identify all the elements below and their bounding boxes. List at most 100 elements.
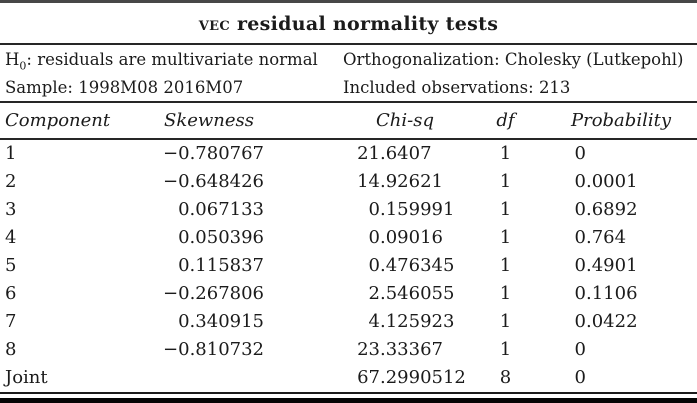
component-cell: 1 xyxy=(5,143,17,164)
table-row: 8 −0.810732 23.33367 1 0 xyxy=(0,336,697,364)
skewness-cell: −0.780767 xyxy=(163,143,264,164)
table-header-row: Component Skewness Chi-sq df Probability xyxy=(0,103,697,138)
top-rule xyxy=(0,0,697,3)
probability-cell-frac: .6892 xyxy=(586,199,638,220)
df-cell: 1 xyxy=(499,199,512,220)
bottom-thin-rule xyxy=(0,392,697,394)
chisq-cell-int: 4 xyxy=(368,311,380,332)
skewness-cell: 0.067133 xyxy=(178,199,264,220)
chisq-cell-frac: .2990512 xyxy=(380,367,466,388)
sample-line: Sample: 1998M08 2016M07 xyxy=(5,78,244,97)
probability-cell-int: 0 xyxy=(574,255,586,276)
component-cell: 6 xyxy=(5,283,17,304)
chisq-cell-frac: .92621 xyxy=(380,171,443,192)
df-cell: 1 xyxy=(499,143,512,164)
header-df: df xyxy=(496,110,515,131)
test-info-block: H0: residuals are multivariate normal Sa… xyxy=(0,45,697,101)
chisq-cell: 67.2990512 xyxy=(270,364,466,392)
chisq-cell-frac: .476345 xyxy=(380,255,455,276)
chisq-cell-int: 23 xyxy=(357,339,380,360)
chisq-cell: 21.6407 xyxy=(270,140,466,168)
df-cell: 1 xyxy=(499,339,512,360)
chisq-cell-frac: .33367 xyxy=(380,339,443,360)
probability-cell: 0.4901 xyxy=(545,252,697,280)
df-cell: 1 xyxy=(499,311,512,332)
probability-cell: 0.764 xyxy=(545,224,697,252)
chisq-cell-frac: .6407 xyxy=(380,143,432,164)
probability-cell: 0 xyxy=(545,336,697,364)
skewness-cell: −0.810732 xyxy=(163,339,264,360)
component-cell: 4 xyxy=(5,227,17,248)
table-row: 5 0.115837 0.476345 1 0.4901 xyxy=(0,252,697,280)
table-row: 3 0.067133 0.159991 1 0.6892 xyxy=(0,196,697,224)
header-component: Component xyxy=(5,110,111,131)
component-cell: 7 xyxy=(5,311,17,332)
component-cell: 5 xyxy=(5,255,17,276)
table-row: 6 −0.267806 2.546055 1 0.1106 xyxy=(0,280,697,308)
probability-cell-int: 0 xyxy=(574,339,586,360)
chisq-cell-int: 0 xyxy=(368,227,380,248)
chisq-cell-int: 0 xyxy=(368,199,380,220)
chisq-cell-int: 14 xyxy=(357,171,380,192)
chisq-cell-frac: .09016 xyxy=(380,227,443,248)
table-row: 7 0.340915 4.125923 1 0.0422 xyxy=(0,308,697,336)
chisq-cell: 14.92621 xyxy=(270,168,466,196)
probability-cell: 0.6892 xyxy=(545,196,697,224)
component-cell: 2 xyxy=(5,171,17,192)
h0-label: H xyxy=(5,50,20,69)
orthogonalization-line: Orthogonalization: Cholesky (Lutkepohl) xyxy=(343,50,684,69)
title-rule xyxy=(0,43,697,45)
header-probability: Probability xyxy=(570,110,671,131)
component-cell: Joint xyxy=(5,367,48,388)
bottom-thick-rule xyxy=(0,398,697,403)
component-cell: 8 xyxy=(5,339,17,360)
probability-cell-frac: .4901 xyxy=(586,255,638,276)
chisq-cell: 0.159991 xyxy=(270,196,466,224)
probability-cell-int: 0 xyxy=(574,227,586,248)
table-title: VEC residual normality tests xyxy=(0,3,697,43)
table-row: 1 −0.780767 21.6407 1 0 xyxy=(0,140,697,168)
chisq-cell: 23.33367 xyxy=(270,336,466,364)
table-row: 4 0.050396 0.09016 1 0.764 xyxy=(0,224,697,252)
header-chisq: Chi-sq xyxy=(376,110,434,131)
null-hypothesis-line: H0: residuals are multivariate normal xyxy=(0,45,343,73)
df-cell: 1 xyxy=(499,255,512,276)
probability-cell-int: 0 xyxy=(574,283,586,304)
title-text: residual normality tests xyxy=(230,13,499,35)
chisq-cell: 0.09016 xyxy=(270,224,466,252)
probability-cell: 0.0422 xyxy=(545,308,697,336)
probability-cell-int: 0 xyxy=(574,367,586,388)
info-right-column: Orthogonalization: Cholesky (Lutkepohl) … xyxy=(343,45,697,101)
probability-cell-int: 0 xyxy=(574,311,586,332)
title-acronym: VEC xyxy=(198,13,231,35)
chisq-cell-int: 21 xyxy=(357,143,380,164)
df-cell: 1 xyxy=(499,227,512,248)
h0-subscript: 0 xyxy=(19,59,27,73)
chisq-cell-frac: .546055 xyxy=(380,283,455,304)
info-left-column: H0: residuals are multivariate normal Sa… xyxy=(0,45,343,101)
chisq-cell-int: 0 xyxy=(368,255,380,276)
component-cell: 3 xyxy=(5,199,17,220)
probability-cell: 0.0001 xyxy=(545,168,697,196)
chisq-cell-int: 67 xyxy=(357,367,380,388)
h0-statement: : residuals are multivariate normal xyxy=(26,50,318,69)
probability-cell: 0.1106 xyxy=(545,280,697,308)
header-top-rule xyxy=(0,101,697,103)
chisq-cell-frac: .125923 xyxy=(380,311,455,332)
chisq-cell: 2.546055 xyxy=(270,280,466,308)
table-body: 1 −0.780767 21.6407 1 0 2 −0.648426 14.92621 1 0.… xyxy=(0,140,697,392)
skewness-cell: 0.115837 xyxy=(178,255,264,276)
skewness-cell: 0.340915 xyxy=(178,311,264,332)
table-row: Joint 67.2990512 8 0 xyxy=(0,364,697,392)
probability-cell-frac: .764 xyxy=(586,227,627,248)
df-cell: 1 xyxy=(499,171,512,192)
df-cell: 8 xyxy=(499,367,512,388)
probability-cell-frac: .1106 xyxy=(586,283,638,304)
skewness-cell: 0.050396 xyxy=(178,227,264,248)
probability-cell-int: 0 xyxy=(574,171,586,192)
chisq-cell-frac: .159991 xyxy=(380,199,455,220)
skewness-cell: −0.267806 xyxy=(163,283,264,304)
probability-cell-frac: .0001 xyxy=(586,171,638,192)
probability-cell-int: 0 xyxy=(574,199,586,220)
